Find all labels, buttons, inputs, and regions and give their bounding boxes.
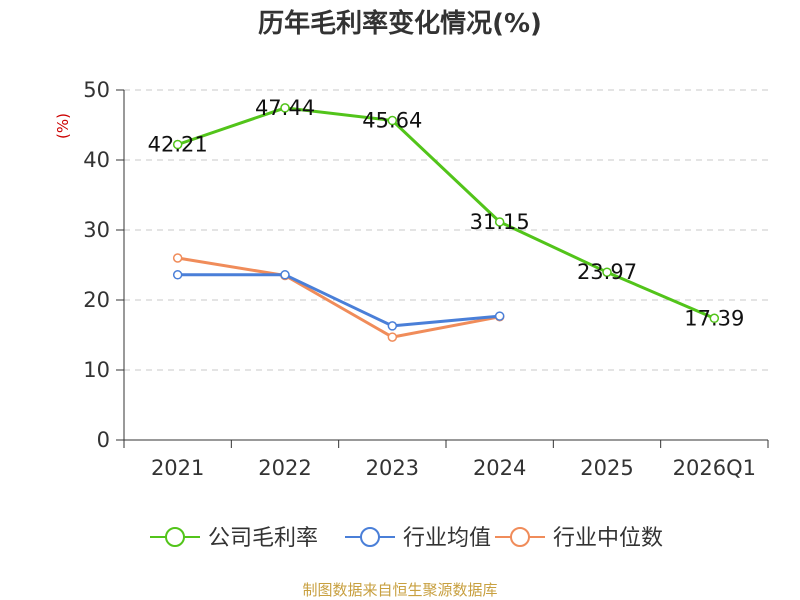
series-1-point-2023[interactable]: [387, 321, 398, 331]
x-tick-label-2021: 2021: [151, 456, 204, 480]
series-lines: [172, 103, 720, 342]
y-tick-label-20: 20: [83, 288, 110, 312]
y-tick-label-10: 10: [83, 358, 110, 382]
y-tick-label-40: 40: [83, 148, 110, 172]
series-1-point-2022[interactable]: [280, 270, 290, 280]
data-label-2021: 42.21: [148, 133, 208, 157]
x-tick-label-2023: 2023: [366, 456, 419, 480]
data-label-2023: 45.64: [362, 109, 422, 133]
data-label-2025: 23.97: [577, 260, 637, 284]
y-axis-unit: (%): [54, 113, 72, 139]
series-line-0: [177, 106, 715, 320]
data-labels: 42.21 47.44 45.64 31.15 23.97 17.39: [148, 96, 745, 330]
series-2-point-2021[interactable]: [172, 253, 183, 263]
series-0-point-2022[interactable]: [280, 103, 290, 113]
series-0-point-2025[interactable]: [602, 267, 612, 277]
x-tick-label-2026Q1: 2026Q1: [673, 456, 756, 480]
series-1-point-2021[interactable]: [172, 270, 183, 280]
series-2-point-2023[interactable]: [387, 332, 398, 342]
legend-label: 行业中位数: [553, 526, 663, 551]
axes: 0 10 20 30 40 50 2021 2022 2023 2024 2025 2026Q1: [83, 78, 769, 480]
x-tick-label-2022: 2022: [258, 456, 311, 480]
legend-marker: [360, 527, 380, 547]
x-tick-label-2025: 2025: [580, 456, 633, 480]
legend-marker: [165, 527, 185, 547]
y-tick-label-50: 50: [83, 78, 110, 102]
data-label-2024: 31.15: [470, 210, 530, 234]
x-tick-label-2024: 2024: [473, 456, 526, 480]
y-tick-label-30: 30: [83, 218, 110, 242]
series-line-1: [177, 273, 500, 328]
gridlines: [124, 89, 768, 371]
legend-label: 公司毛利率: [208, 526, 318, 551]
source-note: 制图数据来自恒生聚源数据库: [302, 581, 497, 599]
legend-label: 行业均值: [403, 526, 491, 551]
series-0-point-2024[interactable]: [494, 217, 505, 227]
data-label-2022: 47.44: [255, 96, 315, 120]
series-0-point-2021[interactable]: [172, 139, 183, 150]
legend-item-0[interactable]: 公司毛利率: [150, 526, 318, 551]
legend[interactable]: 公司毛利率 行业均值 行业中位数: [150, 526, 663, 551]
data-label-2026Q1: 17.39: [684, 306, 744, 330]
series-0-point-2026Q1[interactable]: [709, 313, 720, 324]
series-1-point-2024[interactable]: [494, 311, 505, 321]
legend-item-2[interactable]: 行业中位数: [495, 526, 663, 551]
legend-marker: [510, 527, 530, 547]
chart-title: 历年毛利率变化情况(%): [258, 8, 542, 39]
y-tick-label-0: 0: [97, 428, 110, 452]
legend-item-1[interactable]: 行业均值: [345, 526, 491, 551]
series-line-2: [177, 256, 500, 339]
series-0-point-2023[interactable]: [387, 115, 398, 126]
